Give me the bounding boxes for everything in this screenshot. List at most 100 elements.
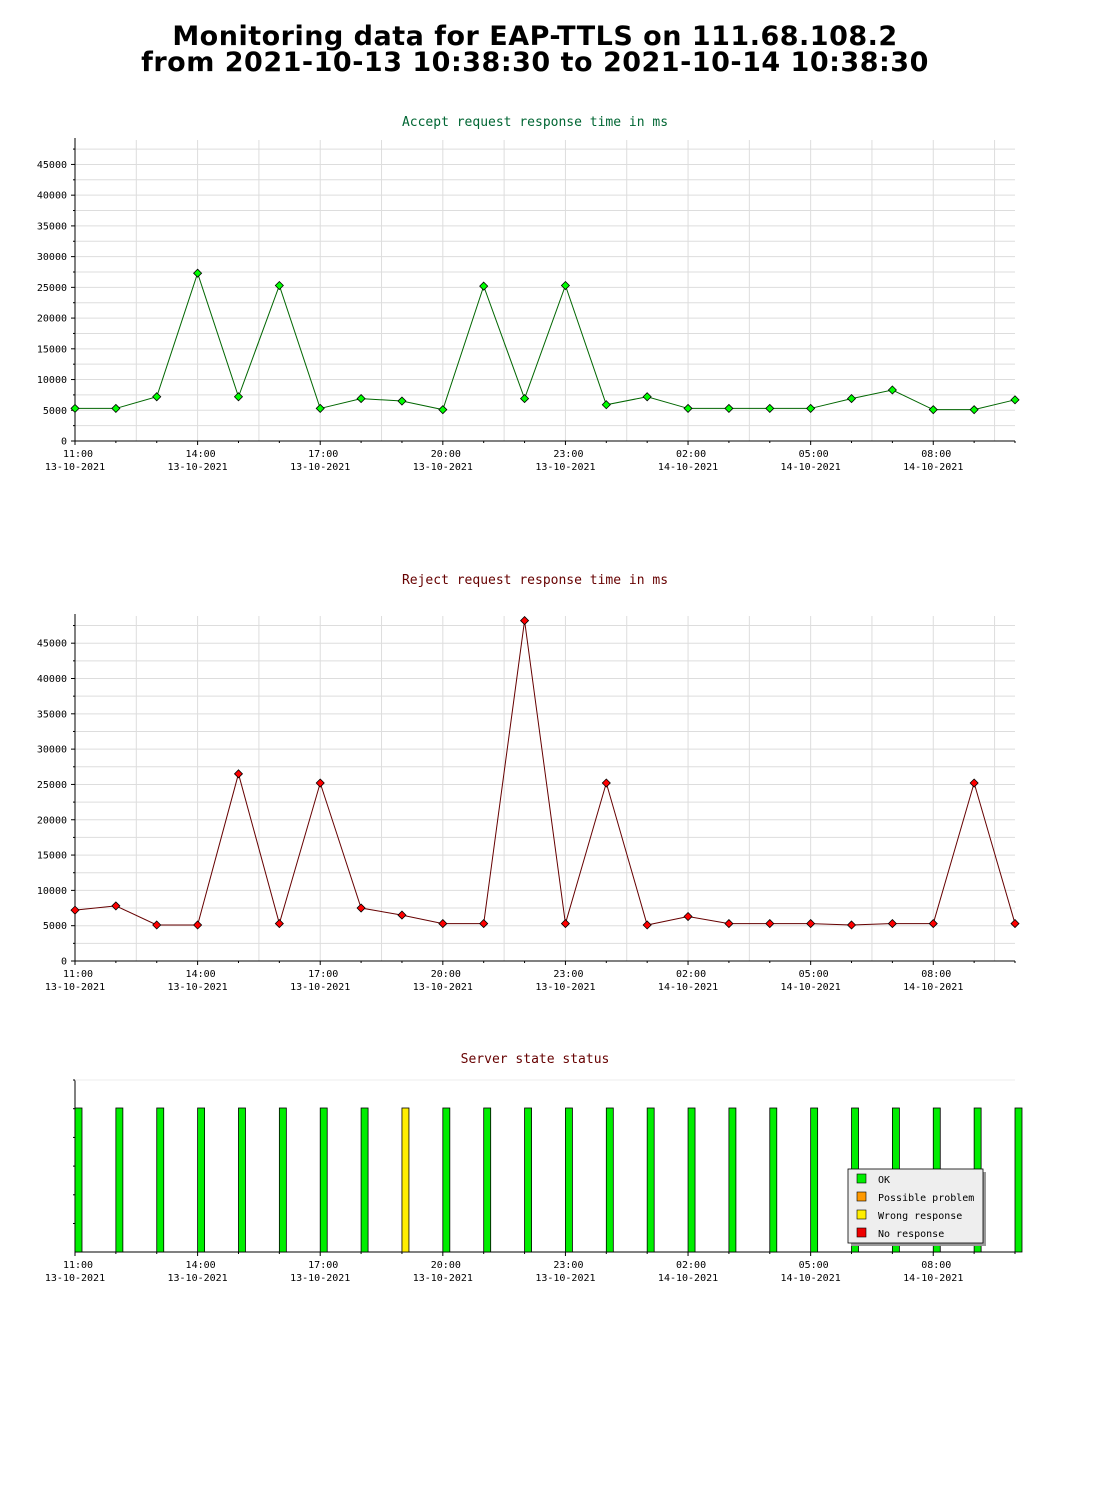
legend-swatch	[856, 1227, 867, 1238]
y-tick-label: 35000	[37, 709, 67, 720]
x-tick-label-date: 13-10-2021	[290, 982, 350, 993]
data-point	[683, 403, 693, 413]
legend-swatch	[856, 1173, 867, 1184]
data-point	[111, 901, 121, 911]
data-point	[765, 403, 775, 413]
y-tick-label: 35000	[37, 221, 67, 232]
x-tick-label-date: 13-10-2021	[45, 1273, 105, 1284]
x-tick-label-time: 11:00	[63, 1260, 93, 1271]
x-tick-label-date: 13-10-2021	[535, 462, 595, 473]
x-tick-label-time: 17:00	[308, 969, 338, 980]
x-tick-label-time: 14:00	[186, 969, 216, 980]
x-tick-label-time: 05:00	[799, 969, 829, 980]
data-point	[193, 920, 203, 930]
data-point	[479, 281, 489, 291]
series-line	[74, 620, 1016, 926]
legend-label: Possible problem	[878, 1193, 974, 1204]
x-tick-label-date: 14-10-2021	[781, 462, 841, 473]
data-point	[560, 280, 571, 291]
data-point	[274, 280, 284, 291]
x-tick-label-date: 13-10-2021	[413, 1273, 473, 1284]
x-tick-label-time: 02:00	[676, 449, 706, 460]
x-tick-label-time: 08:00	[921, 449, 951, 460]
x-tick-label-time: 17:00	[308, 449, 338, 460]
legend-label: Wrong response	[878, 1211, 962, 1222]
x-tick-label-time: 08:00	[921, 969, 951, 980]
x-tick-label-date: 13-10-2021	[45, 982, 105, 993]
reject-response-chart: Reject request response time in ms 0 5000…	[37, 573, 1020, 993]
x-tick-label-time: 20:00	[431, 969, 461, 980]
data-point	[642, 392, 652, 402]
data-point	[356, 394, 366, 404]
x-tick-label-time: 20:00	[431, 449, 461, 460]
state-bar	[74, 1107, 83, 1253]
data-point	[397, 910, 407, 920]
data-point	[1010, 919, 1020, 929]
y-tick-label: 15000	[37, 851, 67, 862]
y-tick-label: 45000	[37, 639, 67, 650]
series-line	[75, 271, 1016, 411]
y-tick-label: 0	[61, 437, 67, 448]
state-bar	[728, 1107, 737, 1253]
y-tick-label: 30000	[37, 252, 67, 263]
state-bar	[605, 1107, 614, 1253]
x-tick-label-date: 14-10-2021	[658, 982, 718, 993]
x-tick-label-date: 13-10-2021	[290, 462, 350, 473]
data-point	[724, 403, 734, 413]
state-bar	[646, 1107, 655, 1253]
state-bar	[687, 1107, 696, 1253]
y-tick-label: 5000	[43, 406, 67, 417]
y-tick-label: 25000	[37, 780, 67, 791]
accept-response-chart: Accept request response time in ms 0 5000…	[37, 115, 1020, 473]
accept-chart-title: Accept request response time in ms	[402, 115, 668, 130]
y-tick-label: 20000	[37, 815, 67, 826]
x-tick-label-date: 13-10-2021	[290, 1273, 350, 1284]
data-point	[601, 778, 611, 788]
data-point	[152, 392, 162, 402]
x-tick-label-time: 05:00	[799, 1260, 829, 1271]
state-bar	[442, 1107, 451, 1253]
data-point	[969, 405, 979, 415]
x-tick-label-date: 14-10-2021	[903, 462, 963, 473]
data-point	[315, 778, 325, 788]
state-bar	[197, 1107, 206, 1253]
data-point	[274, 919, 284, 929]
data-point	[846, 920, 857, 930]
x-tick-label-time: 17:00	[308, 1260, 338, 1271]
x-tick-label-date: 13-10-2021	[413, 982, 473, 993]
y-tick-label: 10000	[37, 886, 67, 897]
y-tick-label: 10000	[37, 375, 67, 386]
data-point	[152, 920, 162, 930]
server-state-chart: Server state status 11:00 13-10-2021 14:00…	[45, 1052, 1023, 1284]
state-bar	[319, 1107, 328, 1253]
y-tick-label: 15000	[37, 344, 67, 355]
state-bar	[524, 1107, 532, 1253]
state-bar	[401, 1107, 410, 1253]
y-tick-label: 45000	[37, 160, 67, 171]
state-bar	[278, 1107, 287, 1253]
data-point	[479, 919, 489, 929]
x-tick-label-date: 13-10-2021	[535, 1273, 595, 1284]
x-tick-label-date: 13-10-2021	[167, 982, 227, 993]
legend-label: OK	[878, 1175, 890, 1186]
x-tick-label-time: 11:00	[63, 969, 93, 980]
data-point	[642, 920, 652, 930]
x-tick-label-date: 13-10-2021	[45, 462, 105, 473]
data-point	[70, 905, 80, 915]
reject-chart-title: Reject request response time in ms	[402, 573, 668, 588]
data-point	[438, 919, 448, 929]
data-point	[1010, 395, 1020, 405]
x-tick-label-date: 13-10-2021	[413, 462, 473, 473]
data-point	[887, 919, 897, 929]
x-tick-label-time: 14:00	[186, 1260, 216, 1271]
y-tick-label: 40000	[37, 191, 67, 202]
state-bar	[483, 1107, 492, 1253]
x-tick-label-date: 14-10-2021	[781, 982, 841, 993]
data-point	[193, 268, 203, 278]
x-tick-label-date: 14-10-2021	[658, 1273, 718, 1284]
grid	[74, 140, 1015, 441]
y-tick-label: 5000	[43, 921, 67, 932]
x-tick-label-time: 23:00	[553, 449, 583, 460]
x-tick-label-date: 14-10-2021	[903, 982, 963, 993]
y-tick-label: 30000	[37, 745, 67, 756]
